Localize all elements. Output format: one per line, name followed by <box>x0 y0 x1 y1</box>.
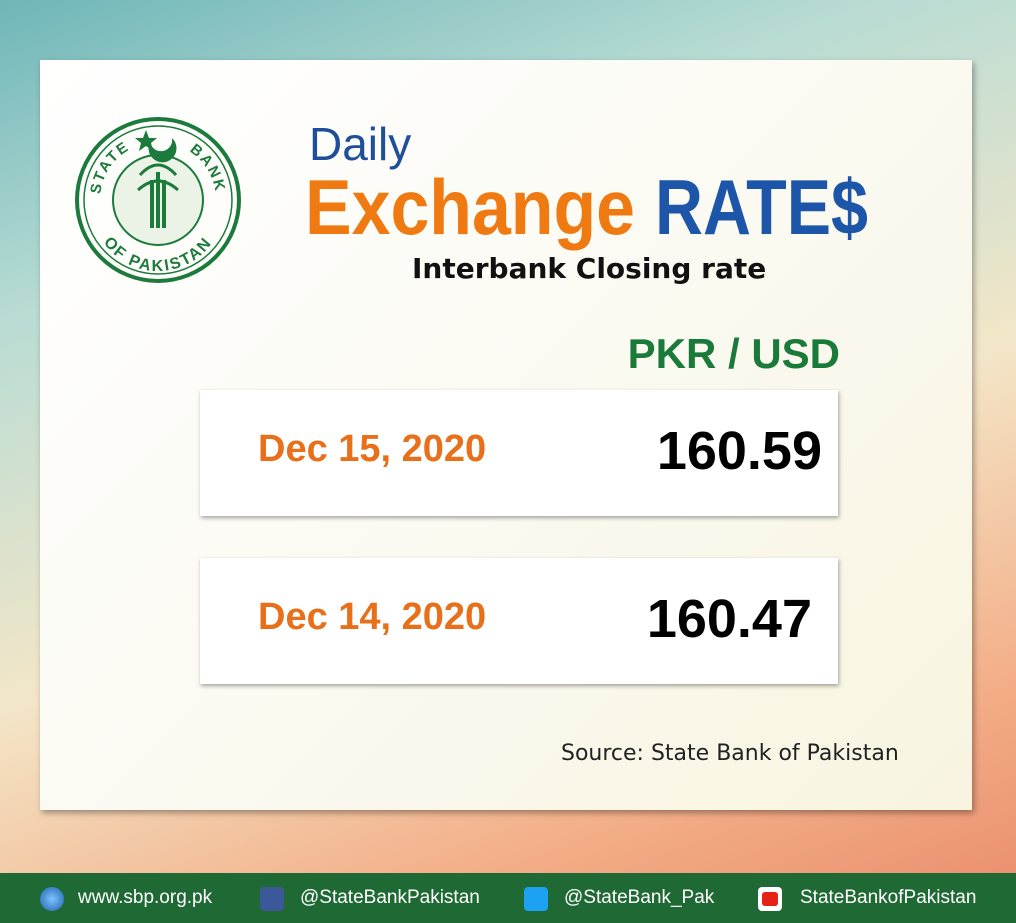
currency-pair: PKR / USD <box>627 330 840 377</box>
title-line: Daily <box>309 118 411 170</box>
footer: www.sbp.org.pk @StateBankPakistan @State… <box>0 873 1016 923</box>
youtube-link[interactable]: StateBankofPakistan <box>800 887 977 908</box>
facebook-icon <box>260 887 284 911</box>
title-word: Exchange <box>305 163 635 251</box>
rate-date: Dec 14, 2020 <box>258 596 487 638</box>
website-link[interactable]: www.sbp.org.pk <box>78 887 213 908</box>
rate-card: Dec 14, 2020 160.47 <box>200 558 838 684</box>
header-graphic: STATE BANK OF PAKISTAN Daily Exchange RA… <box>75 117 868 283</box>
rate-card: Dec 15, 2020 160.59 <box>200 390 838 516</box>
youtube-icon <box>758 887 782 911</box>
subtitle: Interbank Closing rate <box>412 252 767 285</box>
twitter-link[interactable]: @StateBank_Pak <box>564 887 715 908</box>
facebook-link[interactable]: @StateBankPakistan <box>300 887 480 908</box>
globe-icon <box>40 887 64 911</box>
title-word: RATE$ <box>655 163 868 251</box>
source: Source: State Bank of Pakistan <box>561 741 899 766</box>
rate-value: 160.59 <box>656 421 822 481</box>
logo: STATE BANK OF PAKISTAN <box>75 117 241 283</box>
rate-date: Dec 15, 2020 <box>258 428 487 470</box>
twitter-icon <box>524 887 548 911</box>
rate-value: 160.47 <box>646 589 812 649</box>
